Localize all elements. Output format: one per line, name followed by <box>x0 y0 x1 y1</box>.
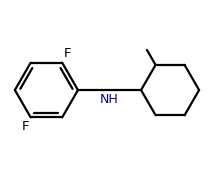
Text: NH: NH <box>100 93 119 106</box>
Text: F: F <box>64 48 71 61</box>
Text: F: F <box>22 120 29 133</box>
